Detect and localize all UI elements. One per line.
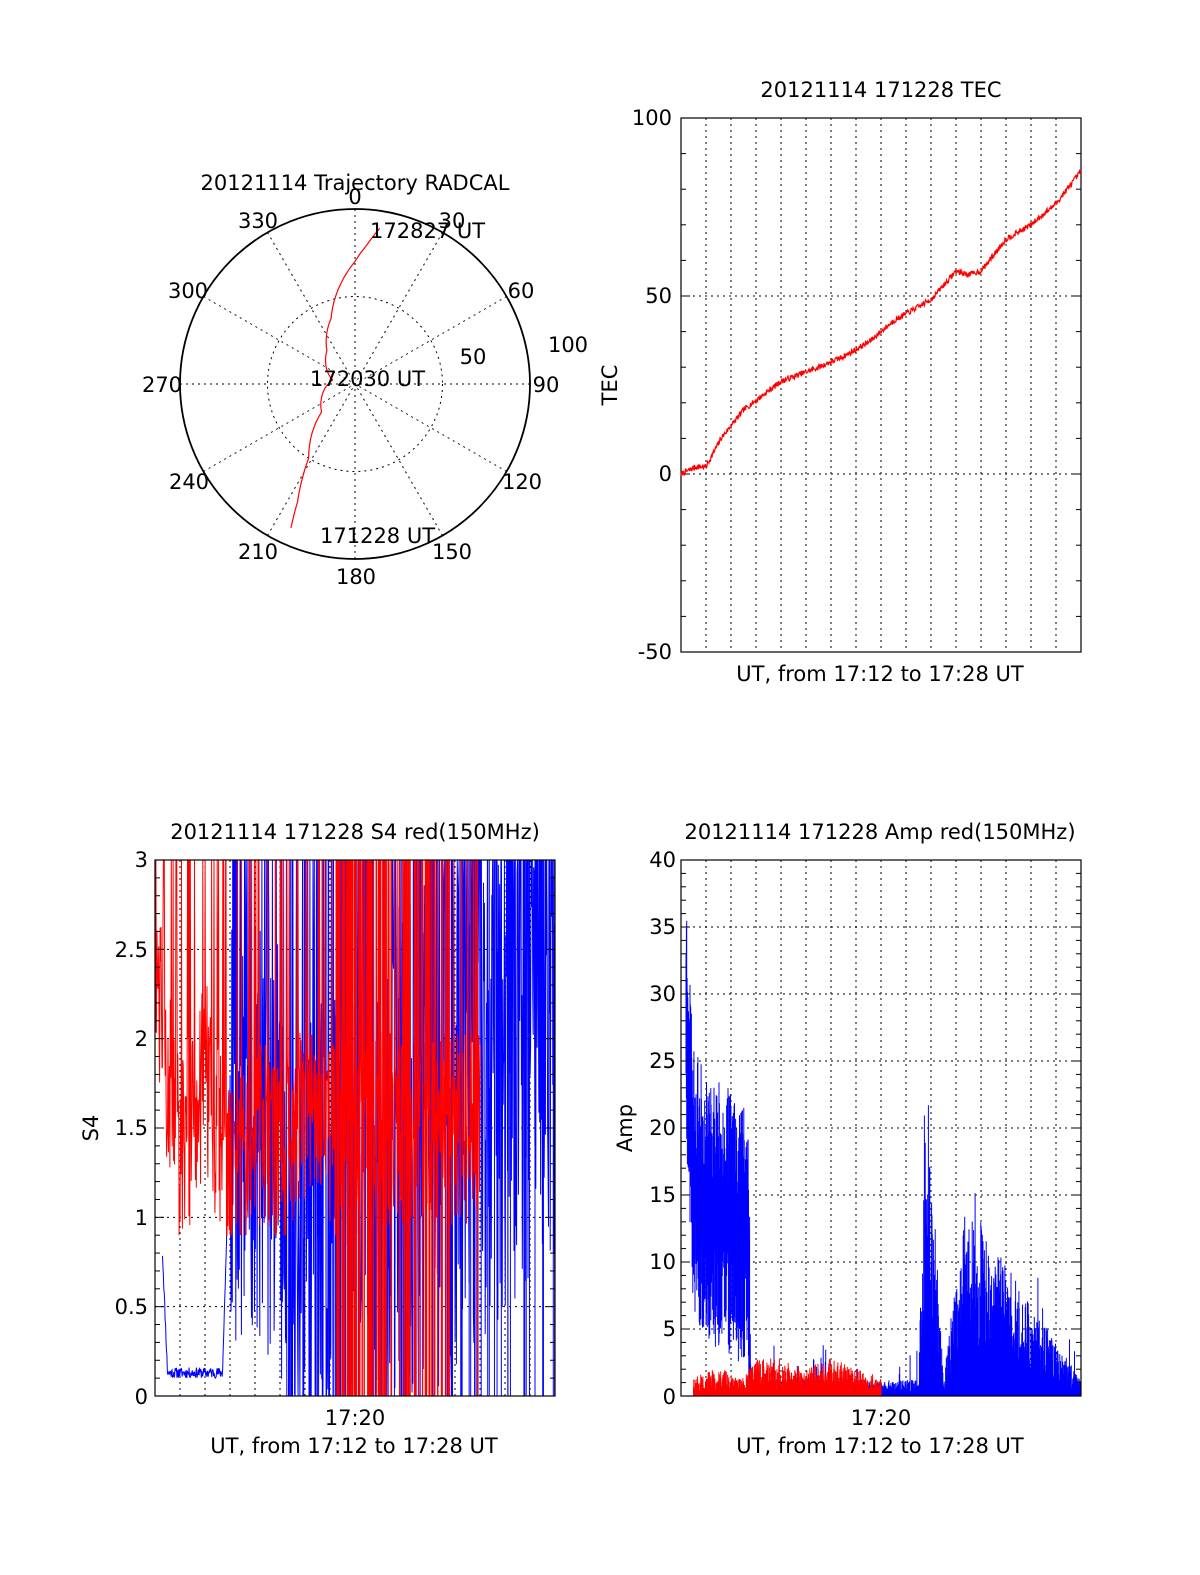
polar-ring-50 <box>267 296 443 472</box>
tec-ytick-label: 100 <box>632 106 672 130</box>
amp-xtick-label: 17:20 <box>851 1406 912 1430</box>
polar-angle-labels: 0 30 60 90 120 150 180 210 240 270 300 3… <box>142 185 559 589</box>
polar-spoke <box>267 232 443 536</box>
tec-title: 20121114 171228 TEC <box>760 78 1001 102</box>
polar-angle-label: 330 <box>238 209 278 233</box>
polar-angle-label: 150 <box>432 540 472 564</box>
tec-series-line <box>680 168 1082 476</box>
polar-angle-label: 300 <box>168 279 208 303</box>
s4-ylabel: S4 <box>79 1115 103 1142</box>
s4-ytick-label: 0.5 <box>115 1295 148 1319</box>
amp-ytick-label: 40 <box>649 848 676 872</box>
polar-annotation-start: 171228 UT <box>320 524 435 548</box>
polar-annotation-mid: 172030 UT <box>310 367 425 391</box>
s4-xtick-label: 17:20 <box>325 1406 386 1430</box>
polar-angle-label: 60 <box>508 279 535 303</box>
polar-angle-label: 0 <box>348 185 361 209</box>
amp-blue-series <box>685 920 1082 1396</box>
polar-angle-label: 90 <box>533 373 560 397</box>
amp-minor-ticks <box>681 859 1081 1397</box>
s4-ytick-label: 2.5 <box>115 938 148 962</box>
amp-ytick-label: 10 <box>649 1250 676 1274</box>
polar-angle-label: 210 <box>238 540 278 564</box>
amp-ytick-label: 35 <box>649 915 676 939</box>
polar-radius-label: 50 <box>460 345 487 369</box>
s4-ytick-label: 3 <box>135 848 148 872</box>
tec-plot-frame <box>680 117 1082 653</box>
amp-ytick-label: 25 <box>649 1049 676 1073</box>
s4-ytick-label: 0 <box>135 1385 148 1409</box>
tec-panel: 20121114 171228 TEC 100 50 0 -50 TEC UT,… <box>598 78 1082 686</box>
polar-radius-label: 100 <box>548 333 588 357</box>
s4-title: 20121114 171228 S4 red(150MHz) <box>170 820 540 844</box>
s4-xlabel: UT, from 17:12 to 17:28 UT <box>210 1434 498 1458</box>
polar-angle-label: 30 <box>439 209 466 233</box>
tec-grid <box>681 118 1081 652</box>
polar-grid <box>180 209 530 559</box>
tec-minor-ticks <box>681 117 1081 653</box>
s4-ytick-label: 2 <box>135 1027 148 1051</box>
s4-panel: 20121114 171228 S4 red(150MHz) 3 2.5 2 1… <box>79 820 556 1458</box>
amp-title: 20121114 171228 Amp red(150MHz) <box>684 820 1075 844</box>
amp-ytick-label: 5 <box>663 1317 676 1341</box>
amp-red-series <box>693 1358 882 1396</box>
tec-ytick-label: 50 <box>645 284 672 308</box>
polar-angle-label: 180 <box>336 565 376 589</box>
s4-minor-ticks <box>155 859 555 1397</box>
amp-ylabel: Amp <box>613 1104 637 1152</box>
polar-angle-label: 240 <box>169 470 209 494</box>
amp-ytick-label: 0 <box>663 1385 676 1409</box>
tec-ylabel: TEC <box>598 365 622 407</box>
polar-annotation-end: 172827 UT <box>370 219 485 243</box>
polar-angle-label: 270 <box>142 373 182 397</box>
amp-ytick-label: 30 <box>649 982 676 1006</box>
tec-xlabel: UT, from 17:12 to 17:28 UT <box>736 662 1024 686</box>
tec-ytick-label: 0 <box>659 462 672 486</box>
s4-red-series <box>154 859 481 1396</box>
s4-ytick-label: 1.5 <box>115 1116 148 1140</box>
amp-ytick-label: 15 <box>649 1183 676 1207</box>
tec-ytick-label: -50 <box>638 640 672 664</box>
polar-trajectory-line <box>290 228 381 529</box>
amp-ytick-label: 20 <box>649 1116 676 1140</box>
amp-xlabel: UT, from 17:12 to 17:28 UT <box>736 1434 1024 1458</box>
polar-outer-ring <box>179 208 531 560</box>
polar-title: 20121114 Trajectory RADCAL <box>201 171 510 195</box>
polar-panel: 20121114 Trajectory RADCAL 0 30 60 90 12… <box>142 171 588 589</box>
s4-ytick-label: 1 <box>135 1206 148 1230</box>
amp-panel: 20121114 171228 Amp red(150MHz) 40 35 30… <box>613 820 1082 1458</box>
polar-angle-label: 120 <box>502 470 542 494</box>
